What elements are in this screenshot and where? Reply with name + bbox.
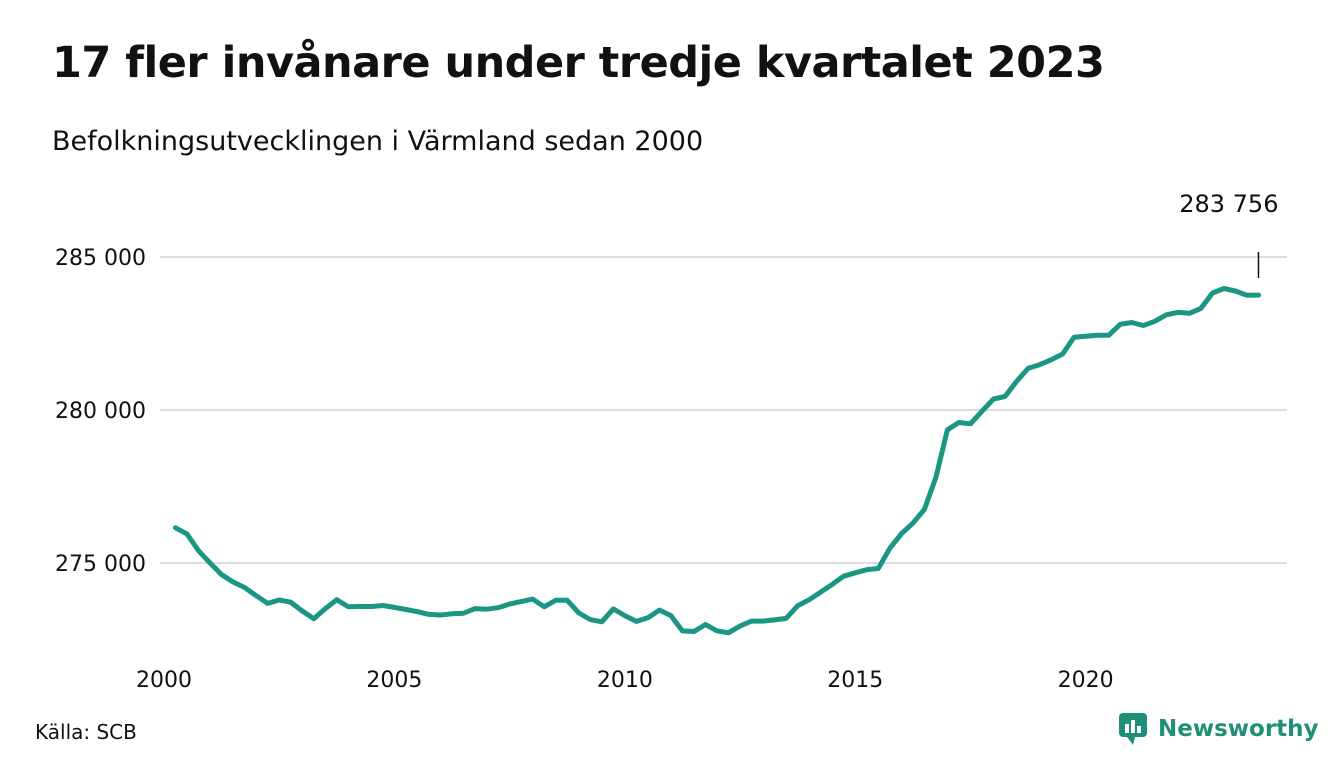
gridlines xyxy=(160,256,1287,564)
y-tick-label: 280 000 xyxy=(55,399,146,424)
x-tick-label: 2005 xyxy=(366,668,422,693)
annotation-label: 283 756 xyxy=(1179,190,1278,218)
brand-name: Newsworthy xyxy=(1158,716,1319,742)
annotation-layer: 283 756 xyxy=(1179,190,1278,278)
chart-title: 17 fler invånare under tredje kvartalet … xyxy=(52,38,1105,88)
x-tick-label: 2010 xyxy=(597,668,653,693)
x-axis-ticks: 2000 2005 2010 2015 2020 xyxy=(136,668,1114,693)
series-layer xyxy=(173,286,1261,636)
source-note: Källa: SCB xyxy=(35,720,137,744)
newsworthy-logo-icon xyxy=(1119,713,1147,745)
brand-logo[interactable]: Newsworthy xyxy=(1118,712,1319,746)
y-tick-label: 275 000 xyxy=(55,552,146,577)
x-tick-label: 2015 xyxy=(827,668,883,693)
y-tick-label: 285 000 xyxy=(55,246,146,271)
chart-subtitle: Befolkningsutvecklingen i Värmland sedan… xyxy=(52,126,704,157)
x-tick-label: 2000 xyxy=(136,668,192,693)
y-axis-ticks: 275 000 280 000 285 000 xyxy=(55,246,146,577)
population-line xyxy=(173,286,1261,636)
x-tick-label: 2020 xyxy=(1058,668,1114,693)
